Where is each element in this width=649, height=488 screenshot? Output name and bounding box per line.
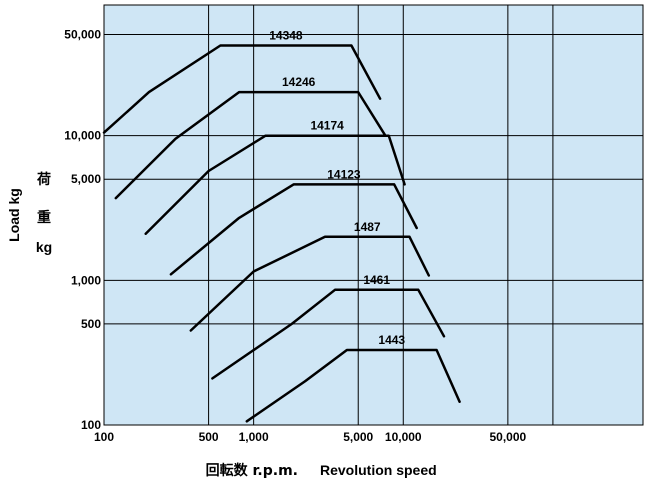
series-labels: 14348 14246 14174 14123 1487 1461 1443 xyxy=(269,28,405,346)
x-tick-label: 10,000 xyxy=(385,430,422,444)
series-label-1443: 1443 xyxy=(378,333,405,347)
series-label-14246: 14246 xyxy=(282,75,316,89)
x-tick-label: 5,000 xyxy=(343,430,373,444)
x-tick-label: 50,000 xyxy=(490,430,527,444)
series-lines xyxy=(102,44,461,423)
series-line-14246 xyxy=(114,90,387,200)
x-axis-title-ja: 回転数 r.p.m. xyxy=(206,462,298,479)
y-axis-title-char-2: 重 xyxy=(37,209,51,226)
series-line-1443 xyxy=(245,348,461,423)
series-label-14174: 14174 xyxy=(310,119,344,133)
x-tick-label: 1,000 xyxy=(239,430,269,444)
y-axis-title-char-1: 荷 xyxy=(36,171,51,188)
y-tick-label: 10,000 xyxy=(64,129,101,143)
series-line-1487 xyxy=(189,235,431,332)
y-tick-label: 5,000 xyxy=(71,172,101,186)
series-label-1487: 1487 xyxy=(354,220,381,234)
tick-labels: 100 500 1,000 5,000 10,000 50,000 100 500 1,000 5… xyxy=(64,28,526,444)
y-axis-title-en: Load kg xyxy=(6,188,22,242)
x-tick-label: 100 xyxy=(94,430,114,444)
y-tick-label: 1,000 xyxy=(71,273,101,287)
x-axis-title-en: Revolution speed xyxy=(320,462,437,478)
series-line-14348 xyxy=(102,44,382,134)
y-tick-label: 500 xyxy=(81,317,101,331)
series-line-14174 xyxy=(144,134,406,235)
y-tick-label: 100 xyxy=(81,418,101,432)
y-tick-label: 50,000 xyxy=(64,28,101,42)
series-line-14123 xyxy=(169,183,418,276)
series-label-14123: 14123 xyxy=(327,167,361,181)
series-label-1461: 1461 xyxy=(363,273,390,287)
y-axis-title-char-3: kg xyxy=(36,239,52,255)
x-tick-label: 500 xyxy=(199,430,219,444)
series-label-14348: 14348 xyxy=(269,28,303,42)
series-line-1461 xyxy=(211,288,446,380)
grid-lines xyxy=(103,5,643,426)
